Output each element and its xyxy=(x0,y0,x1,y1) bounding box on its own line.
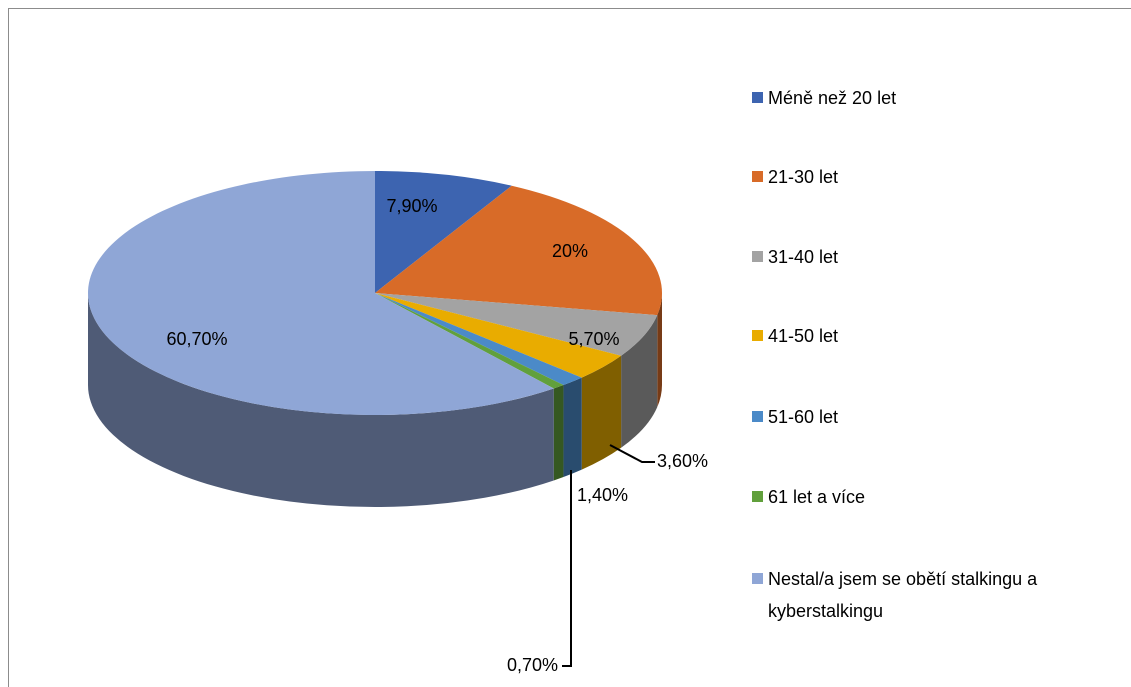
legend-label: Nestal/a jsem se obětí stalkingu a kyber… xyxy=(768,569,1038,621)
legend-item: 21-30 let xyxy=(752,161,1098,193)
legend-label: 61 let a více xyxy=(768,487,866,507)
slice xyxy=(375,293,658,356)
legend-label: Méně než 20 let xyxy=(768,88,897,108)
legend-swatch xyxy=(752,411,763,422)
legend-label: 41-50 let xyxy=(768,326,839,346)
legend-swatch xyxy=(752,92,763,103)
legend-item: Nestal/a jsem se obětí stalkingu a kyber… xyxy=(752,563,1068,627)
slice-side xyxy=(581,355,622,470)
slice xyxy=(375,293,582,386)
legend-label: 31-40 let xyxy=(768,247,839,267)
legend-swatch xyxy=(752,491,763,502)
legend-swatch xyxy=(752,330,763,341)
data-label: 20% xyxy=(552,241,588,261)
data-label: 5,70% xyxy=(568,329,619,349)
legend-item: 41-50 let xyxy=(752,320,1098,352)
data-label: 60,70% xyxy=(166,329,227,349)
slice xyxy=(375,293,622,378)
data-label: 1,40% xyxy=(577,485,628,505)
data-label: 0,70% xyxy=(507,655,558,675)
slice xyxy=(88,171,554,415)
chart-frame xyxy=(8,8,1131,687)
data-label: 7,90% xyxy=(386,196,437,216)
data-label: 3,60% xyxy=(657,451,708,471)
legend-label: 51-60 let xyxy=(768,407,839,427)
legend-swatch xyxy=(752,251,763,262)
legend-swatch xyxy=(752,171,763,182)
slice xyxy=(375,185,663,316)
legend-item: 51-60 let xyxy=(752,401,1098,433)
slice-side xyxy=(553,385,564,481)
slice-side xyxy=(657,293,662,408)
legend-item: 61 let a více xyxy=(752,481,1098,513)
leader-line xyxy=(609,444,655,463)
legend-swatch xyxy=(752,573,763,584)
legend-item: 31-40 let xyxy=(752,241,1098,273)
legend-item: Méně než 20 let xyxy=(752,82,1098,114)
slice xyxy=(375,171,512,293)
slice-side xyxy=(563,377,582,478)
slice-side xyxy=(621,315,658,448)
legend-label: 21-30 let xyxy=(768,167,839,187)
slice-side xyxy=(88,293,554,508)
slice xyxy=(375,293,564,389)
leader-line xyxy=(562,470,572,667)
